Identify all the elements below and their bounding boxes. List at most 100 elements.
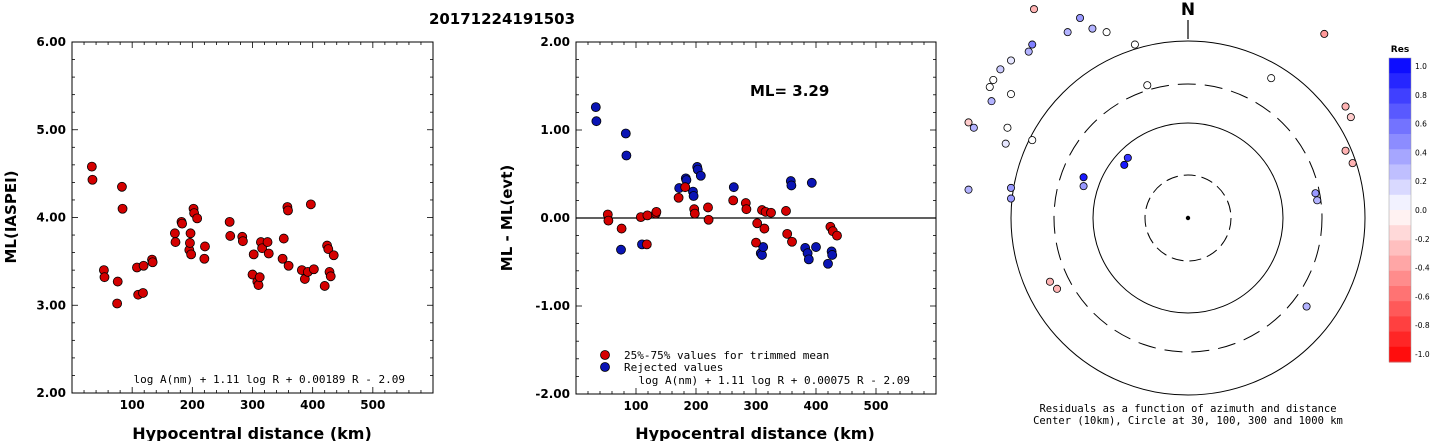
range-circle-100km xyxy=(1092,122,1284,314)
y-tick-label: 0.00 xyxy=(540,211,570,225)
colorbar-segment xyxy=(1389,88,1411,105)
rejected-point xyxy=(590,102,601,113)
station-marker xyxy=(1341,102,1350,111)
data-point xyxy=(138,260,149,271)
x-tick-label: 300 xyxy=(240,398,265,412)
rejected-point xyxy=(757,250,767,260)
rejected-point xyxy=(823,258,833,269)
colorbar-segment xyxy=(1389,301,1411,317)
station-marker xyxy=(1088,24,1097,33)
station-marker xyxy=(1143,81,1152,90)
data-point xyxy=(186,249,197,260)
data-point xyxy=(305,199,316,210)
trimmed-point xyxy=(751,237,761,248)
data-point xyxy=(200,241,210,252)
data-point xyxy=(325,271,336,282)
trimmed-point xyxy=(741,204,752,215)
data-point xyxy=(177,218,188,229)
legend-marker-rejected xyxy=(600,362,610,372)
x-tick-label: 100 xyxy=(120,398,145,412)
colorbar-tick-label: -0.2 xyxy=(1415,235,1430,244)
rejected-point xyxy=(616,244,626,255)
data-point xyxy=(277,253,288,264)
station-marker xyxy=(1063,28,1072,37)
data-point xyxy=(257,243,268,254)
station-marker xyxy=(1311,189,1320,198)
x-tick-label: 200 xyxy=(683,399,708,413)
station-marker xyxy=(1079,173,1088,182)
colorbar-tick-label: 0.4 xyxy=(1415,148,1427,157)
data-point xyxy=(86,161,97,172)
rejected-point xyxy=(811,242,821,252)
station-marker xyxy=(1320,29,1329,38)
y-tick-label: 2.00 xyxy=(540,35,570,49)
station-marker xyxy=(1001,139,1010,148)
data-point xyxy=(278,233,289,244)
trimmed-point xyxy=(752,218,763,229)
y-tick-label: -2.00 xyxy=(535,387,570,401)
station-marker xyxy=(1053,284,1062,293)
data-point xyxy=(224,216,235,227)
station-marker xyxy=(1030,5,1039,14)
x-tick-label: 500 xyxy=(863,399,888,413)
x-tick-label: 200 xyxy=(180,398,205,412)
x-axis-label: Hypocentral distance (km) xyxy=(635,424,875,441)
colorbar-segment xyxy=(1389,225,1411,241)
colorbar-segment xyxy=(1389,331,1411,348)
x-tick-label: 400 xyxy=(803,399,828,413)
colorbar-tick-label: 0.8 xyxy=(1415,91,1427,100)
outer-circle xyxy=(1010,40,1366,396)
data-point xyxy=(328,250,339,261)
trimmed-point xyxy=(832,230,842,241)
colorbar-segment xyxy=(1389,149,1411,165)
data-point xyxy=(254,272,265,283)
plot-frame xyxy=(71,41,434,394)
data-point xyxy=(262,237,273,247)
x-tick-label: 500 xyxy=(360,398,385,412)
formula-label: log A(nm) + 1.11 log R + 0.00189 R - 2.0… xyxy=(133,373,405,386)
station-marker xyxy=(1123,153,1132,162)
station-marker xyxy=(964,185,973,194)
caption-line-1: Residuals as a function of azimuth and d… xyxy=(1039,403,1336,415)
y-tick-label: 4.00 xyxy=(36,211,66,225)
colorbar-segment xyxy=(1389,316,1411,333)
y-tick-label: 3.00 xyxy=(36,298,66,312)
colorbar-tick-label: -1.0 xyxy=(1415,350,1430,359)
station-marker xyxy=(989,75,998,84)
y-tick-label: 5.00 xyxy=(36,123,66,137)
station-marker xyxy=(1267,74,1276,83)
north-label: N xyxy=(1181,0,1195,20)
colorbar-segment xyxy=(1389,270,1411,287)
data-point xyxy=(99,272,110,283)
range-circle-30km xyxy=(1144,174,1232,262)
rejected-point xyxy=(786,180,797,191)
station-marker xyxy=(1024,47,1033,56)
colorbar-segment xyxy=(1389,210,1411,226)
legend-label-trimmed: 25%-75% values for trimmed mean xyxy=(624,349,829,362)
colorbar-segment xyxy=(1389,164,1411,181)
panel-ml-iaspei: Hypocentral distance (km) ML(IASPEI) log… xyxy=(2,35,434,441)
data-point xyxy=(319,281,330,291)
colorbar-segment xyxy=(1389,240,1411,257)
colorbar-tick-label: 0.6 xyxy=(1415,120,1427,129)
colorbar-tick-label: 0.2 xyxy=(1415,177,1427,186)
station-marker xyxy=(1313,196,1322,205)
data-point xyxy=(263,248,274,259)
station-marker xyxy=(1079,182,1088,191)
colorbar-title: Res xyxy=(1391,45,1409,55)
station-marker xyxy=(1007,56,1016,65)
colorbar-segment xyxy=(1389,255,1411,272)
panel-ml-residual: Hypocentral distance (km) ML - ML(evt) M… xyxy=(498,35,937,441)
data-point xyxy=(237,236,248,247)
trimmed-point xyxy=(703,202,713,213)
data-point xyxy=(112,276,123,287)
colorbar-segment xyxy=(1389,194,1411,211)
rejected-point xyxy=(728,182,739,193)
data-point xyxy=(323,244,334,254)
y-axis-label: ML(IASPEI) xyxy=(2,170,20,263)
trimmed-point xyxy=(641,239,652,250)
rejected-point xyxy=(620,128,631,139)
trimmed-point xyxy=(642,210,653,221)
station-marker xyxy=(1120,160,1129,169)
station-marker xyxy=(1028,40,1037,49)
